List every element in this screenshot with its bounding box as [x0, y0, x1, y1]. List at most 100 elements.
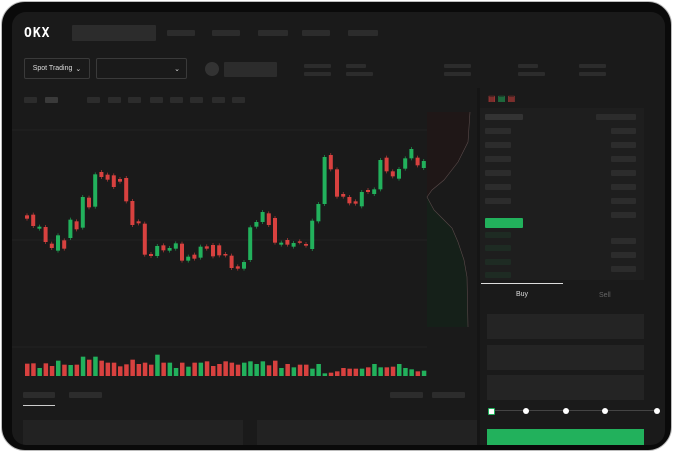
orderbook-amount [611, 252, 636, 258]
nav-item[interactable] [258, 30, 288, 36]
candle [378, 160, 383, 190]
price-chart[interactable] [12, 102, 482, 402]
depth-asks [427, 112, 470, 197]
filter-button[interactable] [390, 392, 423, 398]
tab-sell[interactable]: Sell [599, 292, 611, 299]
search-bar[interactable] [72, 25, 156, 41]
total-input[interactable] [487, 375, 644, 400]
chevron-down-icon: ⌄ [75, 65, 82, 73]
candle [43, 227, 48, 242]
candle [254, 222, 259, 227]
spot-trading-label: Spot Trading [32, 65, 73, 72]
slider-mark-75[interactable] [602, 408, 608, 414]
tab-underline [23, 405, 55, 406]
orderbook-price [485, 128, 511, 134]
volume-bar [223, 361, 228, 376]
volume-bar [378, 367, 383, 376]
interval-button[interactable] [108, 97, 121, 103]
interval-button[interactable] [45, 97, 58, 103]
candle [328, 155, 333, 170]
volume-bar [229, 362, 235, 376]
volume-bar [142, 362, 148, 376]
candle [273, 218, 277, 243]
volume-bar [353, 368, 359, 376]
interval-button[interactable] [87, 97, 100, 103]
candle [353, 201, 358, 204]
tab-history[interactable] [69, 392, 102, 398]
tab-buy[interactable]: Buy [516, 291, 529, 298]
slider-handle[interactable] [488, 408, 495, 415]
volume-bar [242, 362, 247, 376]
candles [25, 147, 426, 271]
slider-mark-50[interactable] [563, 408, 569, 414]
pair-selector[interactable]: ⌄ [96, 58, 187, 79]
view-bids-icon[interactable]: ▤ [497, 94, 506, 103]
slider-mark-25[interactable] [523, 408, 529, 414]
volume-bars [25, 354, 427, 376]
volume-bar [372, 364, 377, 376]
nav-item[interactable] [167, 30, 195, 36]
orderbook-price [485, 218, 523, 228]
candle [285, 240, 290, 245]
candle [204, 246, 209, 249]
orderbook-price [485, 272, 511, 278]
orderbook-price [485, 259, 511, 265]
volume-bar [211, 366, 216, 376]
candle [266, 213, 271, 225]
interval-button[interactable] [128, 97, 141, 103]
interval-button[interactable] [170, 97, 183, 103]
order-book [480, 108, 644, 280]
candle [384, 157, 389, 172]
volume-bar [124, 364, 129, 376]
depth-line [426, 111, 471, 328]
buy-button[interactable] [487, 429, 644, 445]
volume-bar [217, 364, 222, 376]
volume-bar [87, 359, 92, 376]
spot-trading-dropdown[interactable]: Spot Trading ⌄ [24, 58, 90, 79]
interval-button[interactable] [232, 97, 245, 103]
candle [242, 262, 246, 269]
interval-button[interactable] [212, 97, 225, 103]
market-stat [444, 64, 471, 68]
nav-item[interactable] [212, 30, 240, 36]
volume-bar [149, 364, 154, 376]
volume-bar [285, 364, 290, 376]
orderbook-view-icons[interactable]: ▤ ▤ ▤ [488, 94, 515, 103]
candle [93, 174, 98, 207]
price-input[interactable] [487, 314, 644, 339]
filter-button[interactable] [432, 392, 465, 398]
volume-bar [359, 368, 365, 376]
candle [130, 201, 135, 225]
volume-bar [186, 366, 191, 376]
candle [167, 248, 172, 251]
candle [310, 220, 315, 249]
orderbook-price [485, 114, 523, 120]
candle [155, 246, 160, 256]
candle [403, 158, 408, 169]
slider-track[interactable] [492, 410, 657, 411]
market-stat [304, 64, 331, 68]
candle [291, 243, 296, 247]
volume-bar [409, 369, 414, 376]
candle [260, 212, 265, 222]
volume-bar [68, 365, 73, 376]
interval-button[interactable] [24, 97, 37, 103]
screen: OKX Spot Trading ⌄ ⌄ ▤ ▤ ▤ Buy Sell [12, 12, 665, 445]
view-both-icon[interactable]: ▤ [488, 94, 496, 103]
nav-item[interactable] [348, 30, 378, 36]
interval-button[interactable] [150, 97, 163, 103]
view-asks-icon[interactable]: ▤ [507, 94, 516, 103]
candle [161, 245, 166, 251]
candle [359, 192, 364, 207]
nav-item[interactable] [302, 30, 330, 36]
candle [180, 243, 184, 261]
slider-mark-100[interactable] [654, 408, 660, 414]
volume-bar [173, 368, 179, 376]
interval-button[interactable] [190, 97, 203, 103]
amount-input[interactable] [487, 345, 644, 370]
tab-open-orders[interactable] [23, 392, 55, 398]
volume-bar [155, 354, 160, 376]
orderbook-price [485, 156, 511, 162]
market-stat [346, 64, 366, 68]
volume-bar [328, 372, 334, 376]
